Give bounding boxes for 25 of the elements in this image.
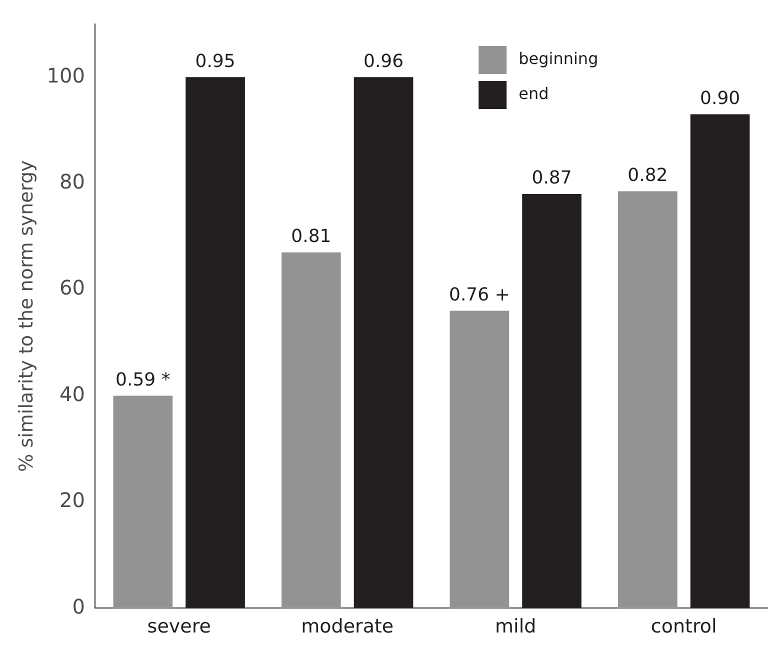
- annotation: 0.96: [363, 50, 404, 72]
- annotation: 0.90: [700, 88, 740, 109]
- annotation: 0.82: [628, 164, 668, 186]
- bar: [282, 252, 341, 608]
- x-tick-label: moderate: [301, 616, 394, 638]
- y-tick-label: 0: [72, 594, 85, 618]
- bar: [618, 191, 678, 608]
- y-tick-label: 40: [60, 382, 85, 406]
- x-tick-label: mild: [495, 616, 536, 638]
- bar: [450, 310, 510, 608]
- x-tick-label: control: [650, 616, 717, 638]
- annotation: 0.81: [291, 226, 332, 248]
- y-tick-label: 60: [60, 276, 85, 300]
- annotation: 0.95: [195, 50, 236, 72]
- y-tick-label: 80: [60, 170, 85, 194]
- annotation: 0.59 *: [116, 369, 170, 390]
- legend-label: end: [518, 84, 549, 104]
- annotation: 0.87: [532, 168, 572, 189]
- y-tick-label: 100: [46, 63, 85, 88]
- annotation: 0.76 +: [448, 284, 510, 306]
- y-tick-label: 20: [60, 488, 85, 512]
- bar: [113, 396, 173, 608]
- x-tick-label: severe: [147, 616, 211, 638]
- y-axis-title: % similarity to the norm synergy: [15, 160, 38, 472]
- legend-label: beginning: [518, 49, 598, 68]
